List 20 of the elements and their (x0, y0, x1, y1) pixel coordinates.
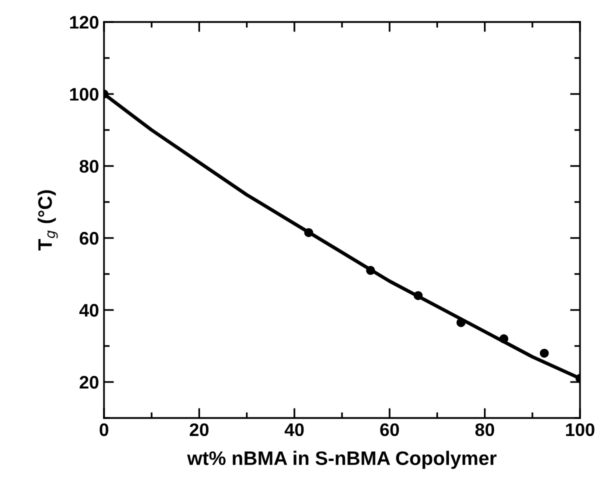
y-tick-label: 80 (80, 160, 98, 173)
y-tick-label: 40 (79, 304, 98, 317)
x-tick-label: 60 (380, 423, 399, 436)
point (499, 334, 508, 344)
x-tick-label: 20 (190, 423, 209, 436)
x-tick-label: 0 (100, 423, 108, 436)
y-tick-label: 60 (80, 232, 98, 245)
x-tick-label: 100 (566, 423, 594, 436)
y-tick-label: 100 (70, 88, 98, 101)
point (540, 348, 549, 358)
point (414, 291, 423, 300)
y-tick-label: 20 (80, 376, 98, 389)
point (304, 228, 314, 238)
point (366, 266, 376, 275)
x-tick-label: 80 (475, 423, 494, 436)
y-axis-title: T$_{g}$ (°C) (38, 190, 58, 251)
x-tick-label: 40 (284, 423, 304, 436)
y-tick-label: 120 (70, 16, 98, 29)
x-axis-title: wt% nBMA in S-nBMA Copolymer (187, 450, 497, 469)
point (456, 318, 466, 328)
